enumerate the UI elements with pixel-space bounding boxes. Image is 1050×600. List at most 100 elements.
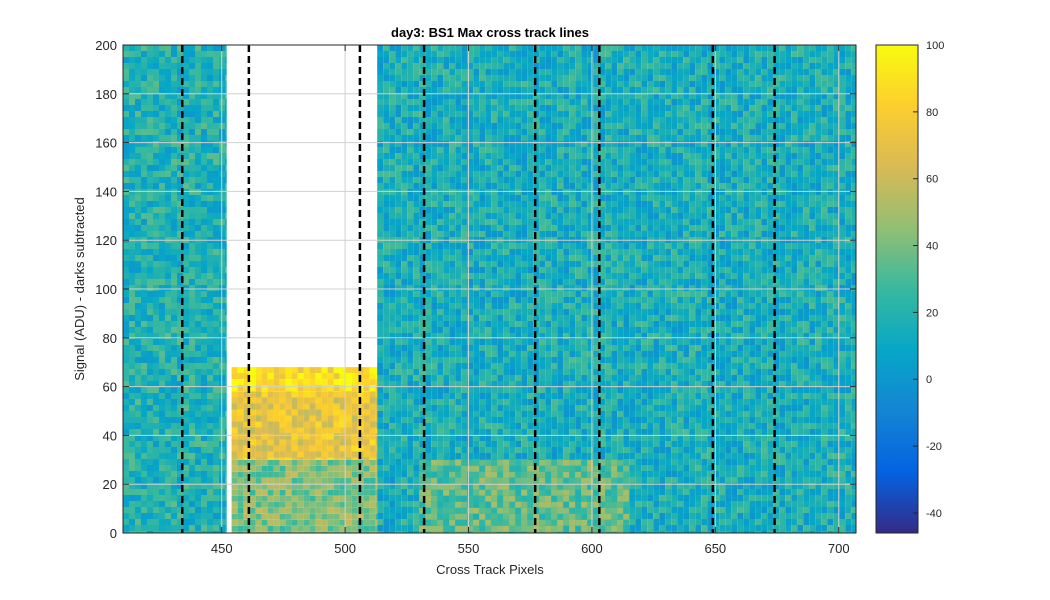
heatmap-cell xyxy=(461,135,468,141)
heatmap-cell xyxy=(575,231,582,237)
heatmap-cell xyxy=(195,423,201,429)
heatmap-cell xyxy=(743,93,750,99)
heatmap-cell xyxy=(369,483,376,490)
heatmap-cell xyxy=(443,183,450,189)
heatmap-cell xyxy=(629,117,636,123)
heatmap-cell xyxy=(135,507,141,513)
heatmap-cell xyxy=(165,399,171,405)
heatmap-cell xyxy=(779,99,786,105)
heatmap-cell xyxy=(377,195,384,201)
heatmap-cell xyxy=(755,177,762,183)
heatmap-cell xyxy=(135,207,141,213)
heatmap-cell xyxy=(431,129,438,135)
heatmap-cell xyxy=(123,201,129,207)
heatmap-cell xyxy=(851,87,856,93)
heatmap-cell xyxy=(437,63,444,69)
heatmap-cell xyxy=(467,117,474,123)
heatmap-cell xyxy=(635,159,642,165)
heatmap-cell xyxy=(851,177,856,183)
heatmap-cell xyxy=(377,75,384,81)
heatmap-cell xyxy=(485,87,492,93)
heatmap-cell xyxy=(225,429,227,435)
heatmap-cell xyxy=(383,123,390,129)
heatmap-cell xyxy=(123,531,129,533)
heatmap-cell xyxy=(159,285,165,291)
heatmap-cell xyxy=(761,165,768,171)
heatmap-cell xyxy=(593,75,600,81)
heatmap-cell xyxy=(207,495,213,501)
heatmap-cell xyxy=(545,57,552,63)
heatmap-cell xyxy=(455,177,462,183)
heatmap-cell xyxy=(201,519,207,525)
heatmap-cell xyxy=(171,213,177,219)
heatmap-cell xyxy=(815,159,822,165)
heatmap-cell xyxy=(587,111,594,117)
heatmap-cell xyxy=(503,75,510,81)
heatmap-cell xyxy=(147,471,153,477)
heatmap-cell xyxy=(401,45,408,51)
heatmap-cell xyxy=(413,123,420,129)
heatmap-cell xyxy=(425,141,432,147)
heatmap-cell xyxy=(485,105,492,111)
heatmap-cell xyxy=(653,135,660,141)
heatmap-cell xyxy=(665,171,672,177)
heatmap-cell xyxy=(165,381,171,387)
heatmap-cell xyxy=(605,177,612,183)
heatmap-cell xyxy=(707,45,714,51)
heatmap-cell xyxy=(213,81,219,87)
heatmap-cell xyxy=(147,135,153,141)
heatmap-cell xyxy=(153,189,159,195)
heatmap-cell xyxy=(653,225,660,231)
heatmap-cell xyxy=(521,63,528,69)
heatmap-cell xyxy=(171,255,177,261)
heatmap-cell xyxy=(773,87,780,93)
heatmap-cell xyxy=(719,225,726,231)
heatmap-cell xyxy=(749,189,756,195)
heatmap-cell xyxy=(207,243,213,249)
heatmap-cell xyxy=(297,495,304,502)
heatmap-cell xyxy=(407,231,414,237)
heatmap-cell xyxy=(129,321,135,327)
heatmap-cell xyxy=(165,351,171,357)
heatmap-cell xyxy=(159,495,165,501)
heatmap-cell xyxy=(189,297,195,303)
heatmap-cell xyxy=(635,189,642,195)
heatmap-cell xyxy=(333,427,340,434)
heatmap-cell xyxy=(183,171,189,177)
heatmap-cell xyxy=(593,129,600,135)
heatmap-cell xyxy=(135,489,141,495)
heatmap-cell xyxy=(345,385,352,392)
heatmap-cell xyxy=(467,249,474,255)
heatmap-cell xyxy=(165,375,171,381)
heatmap-cell xyxy=(201,93,207,99)
heatmap-cell xyxy=(201,321,207,327)
heatmap-cell xyxy=(803,63,810,69)
heatmap-cell xyxy=(129,315,135,321)
heatmap-cell xyxy=(237,495,244,502)
heatmap-cell xyxy=(707,117,714,123)
heatmap-cell xyxy=(449,129,456,135)
heatmap-cell xyxy=(407,171,414,177)
heatmap-cell xyxy=(183,405,189,411)
heatmap-cell xyxy=(485,81,492,87)
heatmap-cell xyxy=(375,501,378,508)
heatmap-cell xyxy=(297,483,304,490)
heatmap-cell xyxy=(375,367,378,374)
heatmap-cell xyxy=(315,415,322,422)
heatmap-cell xyxy=(201,111,207,117)
heatmap-cell xyxy=(797,195,804,201)
heatmap-cell xyxy=(237,501,244,508)
heatmap-cell xyxy=(225,243,227,249)
heatmap-cell xyxy=(827,207,834,213)
heatmap-cell xyxy=(431,171,438,177)
heatmap-cell xyxy=(225,303,227,309)
heatmap-cell xyxy=(659,165,666,171)
heatmap-cell xyxy=(383,177,390,183)
heatmap-cell xyxy=(147,495,153,501)
heatmap-cell xyxy=(551,189,558,195)
heatmap-cell xyxy=(171,93,177,99)
heatmap-cell xyxy=(147,411,153,417)
heatmap-cell xyxy=(207,57,213,63)
heatmap-cell xyxy=(267,373,274,380)
heatmap-cell xyxy=(315,385,322,392)
